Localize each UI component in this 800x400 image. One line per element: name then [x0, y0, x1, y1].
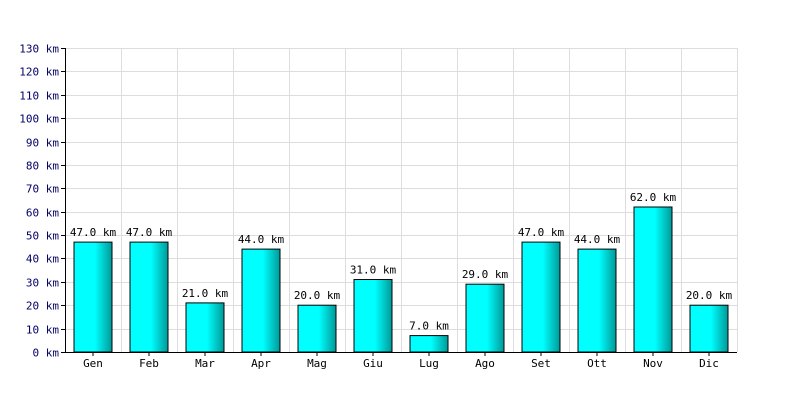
- data-label-mar: 21.0 km: [182, 287, 229, 300]
- y-tick-label: 20 km: [26, 300, 59, 313]
- y-tick-label: 120 km: [19, 66, 59, 79]
- x-category-label: Ott: [587, 357, 607, 370]
- axes: [65, 48, 737, 353]
- grid-lines: [65, 48, 738, 353]
- x-category-label: Feb: [139, 357, 159, 370]
- y-tick-label: 10 km: [26, 324, 59, 337]
- bar-mar: [185, 302, 225, 353]
- data-label-lug: 7.0 km: [409, 320, 449, 333]
- bar-ott: [577, 248, 617, 353]
- y-tick-label: 30 km: [26, 277, 59, 290]
- bar-gen: [73, 241, 113, 353]
- y-tick-label: 90 km: [26, 137, 59, 150]
- x-category-label: Apr: [251, 357, 271, 370]
- y-tick-label: 80 km: [26, 160, 59, 173]
- data-label-ott: 44.0 km: [574, 233, 621, 246]
- data-label-giu: 31.0 km: [350, 264, 397, 277]
- y-axis-ticks: 0 km 10 km 20 km 30 km 40 km 50 km 60 km 70 km 8…: [19, 43, 65, 360]
- bars: [73, 206, 729, 353]
- y-tick-label: 50 km: [26, 230, 59, 243]
- y-tick-label: 0 km: [33, 347, 60, 360]
- x-category-label: Ago: [475, 357, 495, 370]
- data-label-gen: 47.0 km: [70, 226, 117, 239]
- bar-ago: [465, 283, 505, 353]
- y-tick-label: 110 km: [19, 90, 59, 103]
- bar-apr: [241, 248, 281, 353]
- data-label-apr: 44.0 km: [238, 233, 285, 246]
- data-label-ago: 29.0 km: [462, 268, 509, 281]
- y-tick-label: 40 km: [26, 253, 59, 266]
- y-tick-label: 100 km: [19, 113, 59, 126]
- x-category-label: Lug: [419, 357, 439, 370]
- bar-dic: [689, 304, 729, 353]
- data-label-dic: 20.0 km: [686, 289, 733, 302]
- x-category-label: Nov: [643, 357, 663, 370]
- x-axis-categories: Gen Feb Mar Apr Mag Giu Lug Ago Set Ott Nov Dic: [83, 352, 719, 370]
- x-category-label: Giu: [363, 357, 383, 370]
- bar-feb: [129, 241, 169, 353]
- bar-giu: [353, 279, 393, 353]
- x-category-label: Gen: [83, 357, 103, 370]
- bar-mag: [297, 304, 337, 353]
- x-category-label: Set: [531, 357, 551, 370]
- data-labels: 47.0 km 47.0 km 21.0 km 44.0 km 20.0 km 31.0 …: [70, 191, 733, 333]
- y-tick-label: 70 km: [26, 183, 59, 196]
- bar-nov: [633, 206, 673, 353]
- data-label-feb: 47.0 km: [126, 226, 173, 239]
- bar-set: [521, 241, 561, 353]
- x-category-label: Mag: [307, 357, 327, 370]
- x-category-label: Mar: [195, 357, 215, 370]
- data-label-nov: 62.0 km: [630, 191, 677, 204]
- data-label-set: 47.0 km: [518, 226, 565, 239]
- x-category-label: Dic: [699, 357, 719, 370]
- y-tick-label: 60 km: [26, 207, 59, 220]
- data-label-mag: 20.0 km: [294, 289, 341, 302]
- y-tick-label: 130 km: [19, 43, 59, 56]
- bar-lug: [409, 335, 449, 353]
